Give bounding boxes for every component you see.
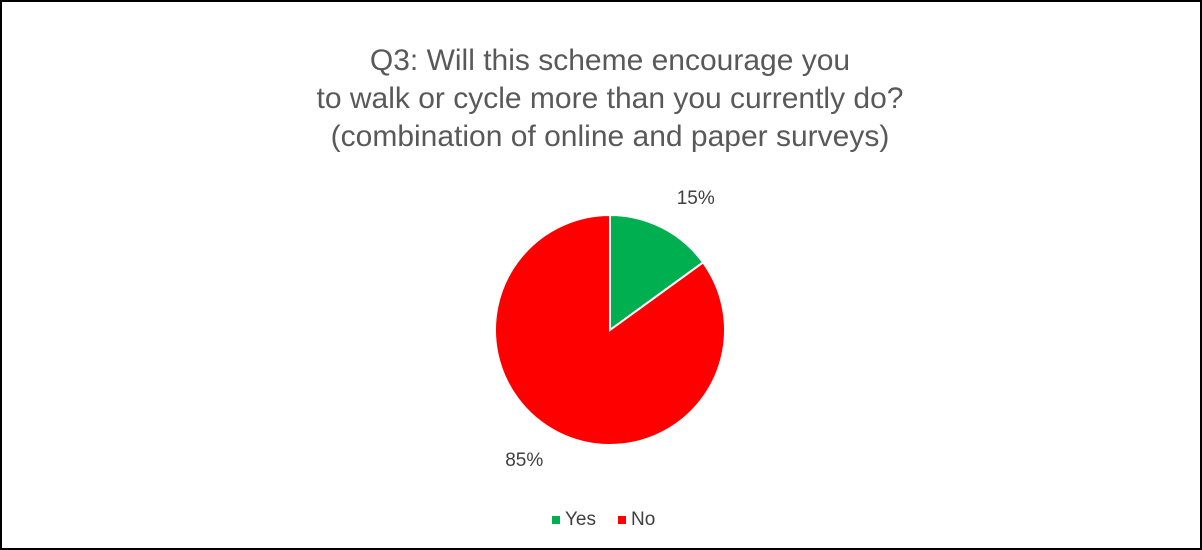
pie-slice xyxy=(609,213,705,332)
data-label: 15% xyxy=(677,188,715,209)
chart-title: to walk or cycle more than you currently… xyxy=(317,82,904,115)
legend-label: No xyxy=(631,509,655,530)
data-label: 85% xyxy=(505,450,543,471)
legend-label: Yes xyxy=(565,509,596,530)
legend-swatch xyxy=(552,516,560,524)
pie-slice xyxy=(494,213,726,446)
legend-swatch xyxy=(618,516,626,524)
chart-title: (combination of online and paper surveys… xyxy=(331,120,890,153)
chart-title: Q3: Will this scheme encourage you xyxy=(370,44,850,77)
